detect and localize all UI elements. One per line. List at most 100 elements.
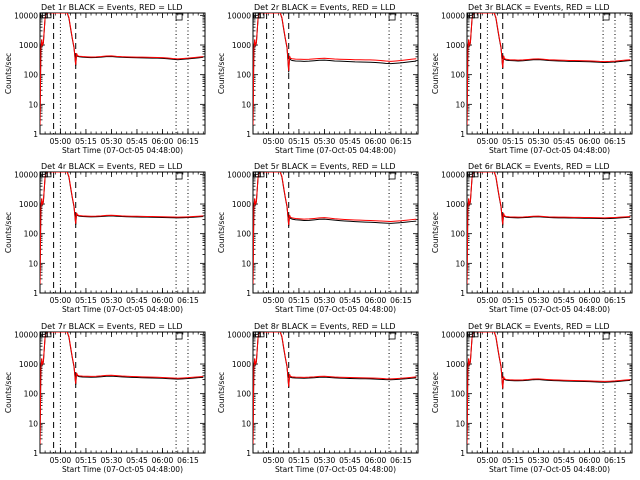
y-tick-label: 1	[33, 289, 38, 298]
y-tick-label: 10	[28, 100, 38, 109]
panel-title: Det 4r BLACK = Events, RED = LLD	[41, 162, 183, 171]
y-tick-label: 10000	[14, 170, 38, 179]
x-tick-label: 06:15	[604, 296, 626, 305]
x-axis-label: Start Time (07-Oct-05 04:48:00)	[62, 305, 183, 314]
y-tick-label: 1	[33, 130, 38, 139]
panel-8: 1 10 100 1000 10000 05:00 05:15 05:30 05:45 06:00…	[217, 322, 419, 474]
top-corner-box	[175, 332, 183, 340]
panel-title: Det 6r BLACK = Events, RED = LLD	[468, 162, 610, 171]
series-line-lld	[253, 172, 417, 285]
panel-title: Det 2r BLACK = Events, RED = LLD	[254, 3, 396, 12]
x-tick-label: 05:15	[75, 456, 97, 465]
plot-symbol-box	[45, 171, 52, 178]
x-tick-label: 05:45	[339, 137, 361, 146]
series-line-lld	[467, 13, 631, 126]
y-tick-label: 10	[28, 419, 38, 428]
x-tick-label: 06:00	[365, 456, 387, 465]
panel-title: Det 1r BLACK = Events, RED = LLD	[41, 3, 183, 12]
y-tick-label: 100	[24, 230, 39, 239]
y-axis-label: Counts/sec	[4, 372, 13, 413]
x-tick-label: 05:15	[288, 296, 310, 305]
panel-title: Det 9r BLACK = Events, RED = LLD	[468, 322, 610, 331]
series-line-events	[253, 332, 417, 445]
x-tick-label: 06:15	[177, 296, 199, 305]
y-tick-label: 10	[455, 100, 465, 109]
x-axis-label: Start Time (07-Oct-05 04:48:00)	[275, 305, 396, 314]
plot-symbol-box	[469, 12, 476, 19]
y-axis-label: Counts/sec	[4, 53, 13, 94]
series-line-events	[253, 13, 417, 126]
series-group	[467, 13, 631, 126]
series-line-lld	[467, 332, 631, 445]
panel-3: 1 10 100 1000 10000 05:00 05:15 05:30 05:45 06:00…	[431, 3, 633, 155]
x-tick-label: 05:30	[314, 137, 336, 146]
y-tick-label: 10000	[441, 11, 465, 20]
series-line-events	[467, 332, 631, 445]
x-tick-label: 05:15	[75, 137, 97, 146]
plot-frame	[39, 331, 206, 454]
top-corner-box	[388, 332, 396, 340]
series-line-events	[40, 172, 204, 285]
x-tick-label: 05:30	[314, 456, 336, 465]
top-corner-box	[602, 172, 610, 180]
x-tick-label: 05:45	[126, 137, 148, 146]
plot-frame	[252, 171, 419, 294]
plot-frame	[39, 12, 206, 135]
x-axis-label: Start Time (07-Oct-05 04:48:00)	[489, 465, 610, 474]
y-tick-label: 10000	[14, 11, 38, 20]
x-tick-label: 05:00	[477, 456, 499, 465]
panel-title: Det 8r BLACK = Events, RED = LLD	[254, 322, 396, 331]
plot-symbol-box	[472, 331, 479, 338]
x-tick-label: 05:00	[477, 137, 499, 146]
y-tick-label: 10	[241, 259, 251, 268]
x-tick-label: 05:30	[101, 456, 123, 465]
panel-7: 1 10 100 1000 10000 05:00 05:15 05:30 05:45 06:00…	[4, 322, 206, 474]
series-line-events	[40, 332, 204, 445]
series-line-lld	[253, 13, 417, 126]
y-tick-label: 1000	[446, 41, 465, 50]
x-tick-label: 06:00	[365, 137, 387, 146]
y-tick-label: 1	[246, 289, 251, 298]
x-tick-label: 06:15	[390, 137, 412, 146]
x-tick-label: 05:30	[528, 137, 550, 146]
plot-frame	[252, 12, 419, 135]
x-tick-label: 05:00	[263, 296, 285, 305]
x-tick-label: 05:15	[502, 456, 524, 465]
series-group	[467, 172, 631, 285]
x-tick-label: 05:30	[528, 456, 550, 465]
x-tick-label: 05:00	[50, 137, 72, 146]
plot-symbol-box	[469, 331, 476, 338]
plot-frame	[466, 171, 633, 294]
series-line-events	[40, 13, 204, 126]
panel-title: Det 7r BLACK = Events, RED = LLD	[41, 322, 183, 331]
x-tick-label: 06:00	[365, 296, 387, 305]
plot-symbol-box	[45, 331, 52, 338]
plot-symbol-box	[258, 171, 265, 178]
panel-1: 1 10 100 1000 10000 05:00 05:15 05:30 05:45 06:00…	[4, 3, 206, 155]
series-line-lld	[40, 172, 204, 285]
plot-symbol-box	[258, 331, 265, 338]
plot-symbol-box	[42, 12, 49, 19]
x-tick-label: 06:15	[604, 456, 626, 465]
series-line-events	[467, 172, 631, 285]
panel-title: Det 3r BLACK = Events, RED = LLD	[468, 3, 610, 12]
y-tick-label: 1000	[232, 360, 251, 369]
y-tick-label: 10000	[441, 170, 465, 179]
y-tick-label: 1000	[19, 200, 38, 209]
x-axis-label: Start Time (07-Oct-05 04:48:00)	[489, 305, 610, 314]
x-axis-label: Start Time (07-Oct-05 04:48:00)	[489, 146, 610, 155]
series-group	[467, 332, 631, 445]
panel-4: 1 10 100 1000 10000 05:00 05:15 05:30 05:45 06:00…	[4, 162, 206, 314]
plot-symbol-box	[258, 12, 265, 19]
y-tick-label: 1000	[446, 360, 465, 369]
y-tick-label: 10	[455, 259, 465, 268]
y-tick-label: 1	[460, 449, 465, 458]
top-corner-box	[602, 13, 610, 21]
x-tick-label: 05:15	[288, 456, 310, 465]
series-group	[253, 13, 417, 126]
y-tick-label: 100	[237, 230, 252, 239]
plot-frame	[466, 12, 633, 135]
x-tick-label: 06:15	[177, 456, 199, 465]
top-corner-box	[175, 172, 183, 180]
